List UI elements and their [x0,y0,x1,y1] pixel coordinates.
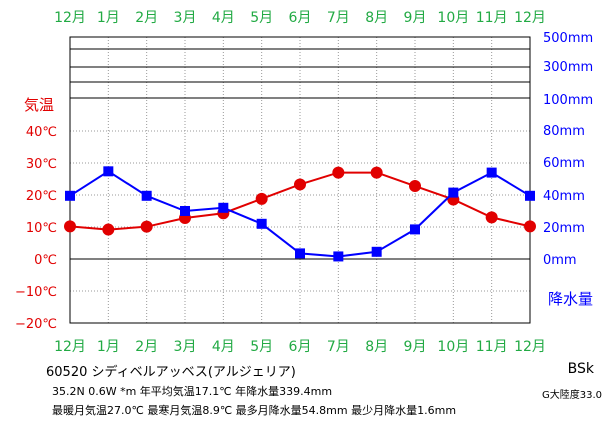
month-labels-bottom: 12月 1月 2月 3月 4月 5月 6月 7月 8月 9月 10月 11月 12月 [54,339,546,355]
precipitation-point [371,246,382,257]
temperature-tick-label: 30℃ [26,157,57,172]
month-label: 6月 [289,339,312,355]
month-label: 7月 [327,339,350,355]
temperature-axis: 気温 40℃ 30℃ 20℃ 10℃ 0℃ −10℃ −20℃ [15,96,57,332]
month-label: 6月 [289,10,312,26]
temperature-point [332,166,345,179]
month-label: 12月 [514,339,546,355]
precipitation-axis-title: 降水量 [548,290,593,308]
month-labels-top: 12月 1月 2月 3月 4月 5月 6月 7月 8月 9月 10月 11月 12月 [54,10,546,26]
month-label: 9月 [404,339,427,355]
month-label: 3月 [174,10,197,26]
month-label: 11月 [476,10,508,26]
temperature-series [64,166,536,236]
temperature-tick-label: 0℃ [34,253,57,268]
temperature-point [409,180,421,193]
station-extremes: 最暖月気温27.0℃ 最寒月気温8.9℃ 最多月降水量54.8mm 最少月降水量… [52,404,457,417]
temperature-tick-label: −20℃ [15,317,57,332]
month-label: 5月 [250,10,273,26]
temperature-point [294,178,306,191]
month-label: 10月 [437,339,469,355]
precipitation-point [525,190,535,201]
plot-frame [69,36,531,324]
station-details: 35.2N 0.6W *m 年平均気温17.1℃ 年降水量339.4mm [52,385,333,398]
temperature-point [485,211,498,224]
chart-grid [69,36,531,324]
temperature-tick-label: −10℃ [15,285,57,300]
month-label: 4月 [212,10,235,26]
precipitation-point [103,166,114,177]
month-label: 1月 [97,10,120,26]
temperature-point [524,220,536,233]
month-label: 3月 [174,339,197,355]
precipitation-tick-label: 0mm [543,253,577,268]
precipitation-point [180,206,190,216]
temperature-axis-title: 気温 [24,96,54,114]
precipitation-series [65,166,535,262]
climate-class: BSk [567,361,594,377]
month-label: 4月 [212,339,235,355]
temperature-point [140,220,153,233]
precipitation-point [448,187,459,198]
precipitation-tick-label: 20mm [543,221,585,236]
precipitation-point [333,251,344,262]
month-label: 5月 [250,339,273,355]
precipitation-tick-label: 40mm [543,189,585,204]
month-label: 9月 [404,10,427,26]
precipitation-tick-label: 300mm [543,60,593,75]
temperature-point [102,223,115,236]
precipitation-point [486,167,497,178]
station-title: 60520 シディベルアッベス(アルジェリア) [46,365,296,380]
month-label: 8月 [365,10,388,26]
month-label: 2月 [135,339,158,355]
month-label: 7月 [327,10,350,26]
temperature-tick-label: 40℃ [26,125,57,140]
month-label: 2月 [135,10,158,26]
temperature-tick-label: 20℃ [26,189,57,204]
precipitation-point [410,224,420,235]
month-label: 8月 [365,339,388,355]
precipitation-point [256,218,267,229]
precipitation-point [65,190,75,201]
temperature-point [255,192,268,205]
precipitation-tick-label: 100mm [543,93,593,108]
temperature-point [370,166,383,179]
month-label: 1月 [97,339,120,355]
precipitation-point [218,202,229,213]
month-label: 12月 [54,10,86,26]
precipitation-tick-label: 500mm [543,31,593,46]
temperature-tick-label: 10℃ [26,221,57,236]
month-label: 11月 [476,339,508,355]
precipitation-tick-label: 80mm [543,124,585,139]
precipitation-tick-label: 60mm [543,156,585,171]
temperature-point [64,220,76,233]
precipitation-axis: 500mm 300mm 100mm 80mm 60mm 40mm 20mm 0mm 降水量 [543,31,593,308]
month-label: 12月 [514,10,546,26]
precipitation-point [295,248,305,259]
month-label: 10月 [437,10,469,26]
precipitation-point [141,190,152,201]
climate-chart: 気温 40℃ 30℃ 20℃ 10℃ 0℃ −10℃ −20℃ 500mm 300mm 100mm… [15,10,593,355]
month-label: 12月 [54,339,86,355]
continentality: G大陸度33.0 [541,390,602,401]
